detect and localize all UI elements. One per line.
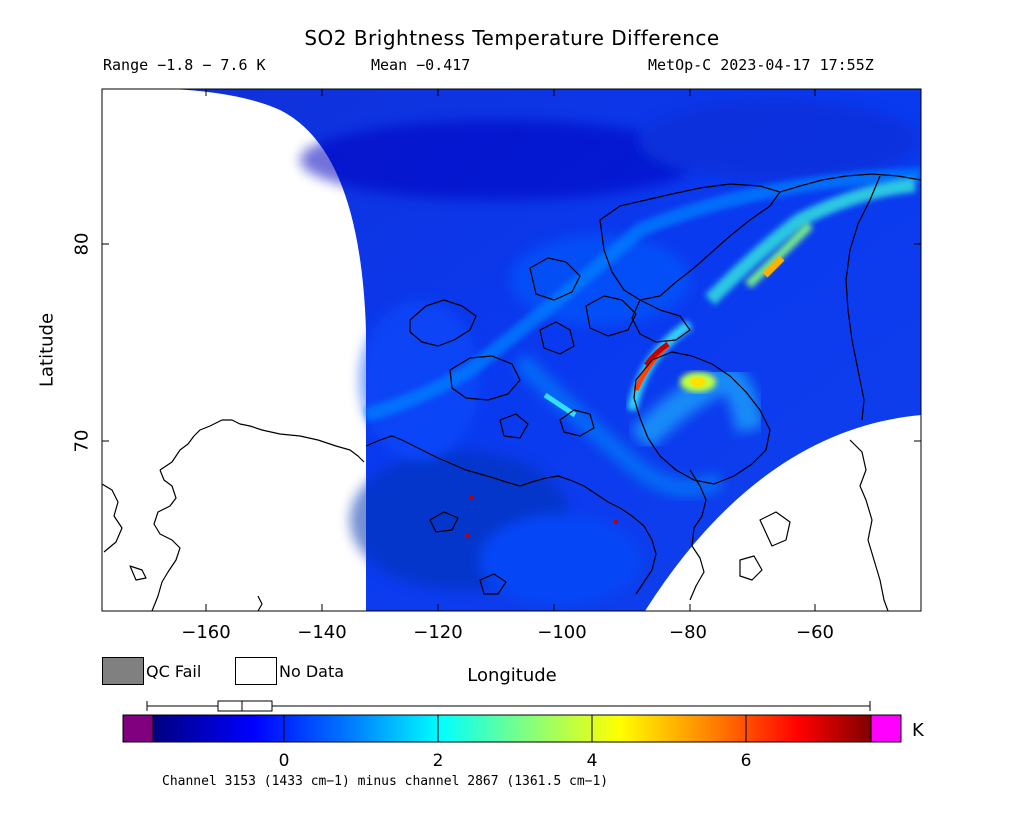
arctic-archipelago-1 — [409, 299, 477, 347]
colorbar-tick-label: 4 — [586, 751, 598, 771]
colorbar-unit: K — [912, 720, 924, 741]
lon-tick-marks — [205, 89, 816, 611]
ellesmere-island — [599, 183, 781, 301]
greenland-coast — [779, 173, 921, 193]
y-axis-label: Latitude — [36, 312, 58, 388]
lon-tick-label: −120 — [413, 622, 463, 643]
lon-tick-label: −140 — [297, 622, 347, 643]
lon-tick-label: −100 — [537, 622, 587, 643]
lon-tick-label: −60 — [796, 622, 834, 643]
qc-fail-label: QC Fail — [146, 662, 202, 681]
colorbar-tick-label: 2 — [432, 751, 444, 771]
colorbar-tick-label: 6 — [740, 751, 752, 771]
arctic-archipelago-4 — [585, 295, 637, 337]
arctic-archipelago-2 — [449, 355, 521, 401]
colorbar-gradient — [152, 714, 872, 743]
colorbar-low-end — [122, 714, 154, 743]
alaska-coast — [159, 419, 365, 471]
no-data-label: No Data — [279, 662, 345, 681]
data-swath — [170, 89, 921, 611]
devon-island — [631, 299, 691, 343]
satellite-time-text: MetOp-C 2023-04-17 17:55Z — [648, 56, 874, 74]
hudson-bay-east — [689, 469, 707, 601]
alaska-west-coast — [151, 469, 181, 611]
lon-tick-label: −80 — [669, 622, 707, 643]
canada-mainland-coast — [365, 435, 657, 595]
colorbar-tick-marks — [283, 715, 747, 742]
distribution-boxplot — [146, 700, 871, 712]
x-axis-label: Longitude — [467, 665, 557, 686]
qc-fail-swatch — [102, 657, 144, 685]
no-data-swatch — [235, 657, 277, 685]
coastlines — [102, 173, 921, 611]
mean-text: Mean −0.417 — [371, 56, 471, 74]
lat-tick-marks — [102, 243, 921, 442]
range-text: Range −1.8 − 7.6 K — [103, 56, 266, 74]
map-area — [102, 89, 921, 611]
colorbar — [122, 700, 902, 743]
lon-tick-label: −160 — [181, 622, 231, 643]
arctic-archipelago-3 — [529, 257, 581, 301]
chart-title: SO2 Brightness Temperature Difference — [304, 26, 720, 50]
lat-tick-label: 70 — [71, 429, 93, 453]
greenland-west — [845, 175, 881, 421]
channel-footnote: Channel 3153 (1433 cm−1) minus channel 2… — [162, 774, 609, 789]
lat-tick-label: 80 — [71, 232, 93, 256]
map-frame — [101, 88, 922, 612]
arctic-archipelago-5 — [539, 321, 575, 355]
baffin-island — [633, 351, 771, 485]
colorbar-tick-label: 0 — [278, 751, 290, 771]
colorbar-high-end — [870, 714, 902, 743]
